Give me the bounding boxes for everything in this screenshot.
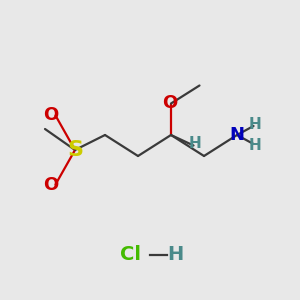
Text: O: O bbox=[44, 106, 59, 124]
Text: H: H bbox=[189, 136, 201, 152]
Text: N: N bbox=[230, 126, 244, 144]
Text: H: H bbox=[167, 245, 184, 265]
Text: O: O bbox=[162, 94, 177, 112]
Text: Cl: Cl bbox=[120, 245, 141, 265]
Text: H: H bbox=[249, 117, 261, 132]
Text: O: O bbox=[44, 176, 59, 194]
Text: S: S bbox=[67, 140, 83, 160]
Text: H: H bbox=[249, 138, 261, 153]
